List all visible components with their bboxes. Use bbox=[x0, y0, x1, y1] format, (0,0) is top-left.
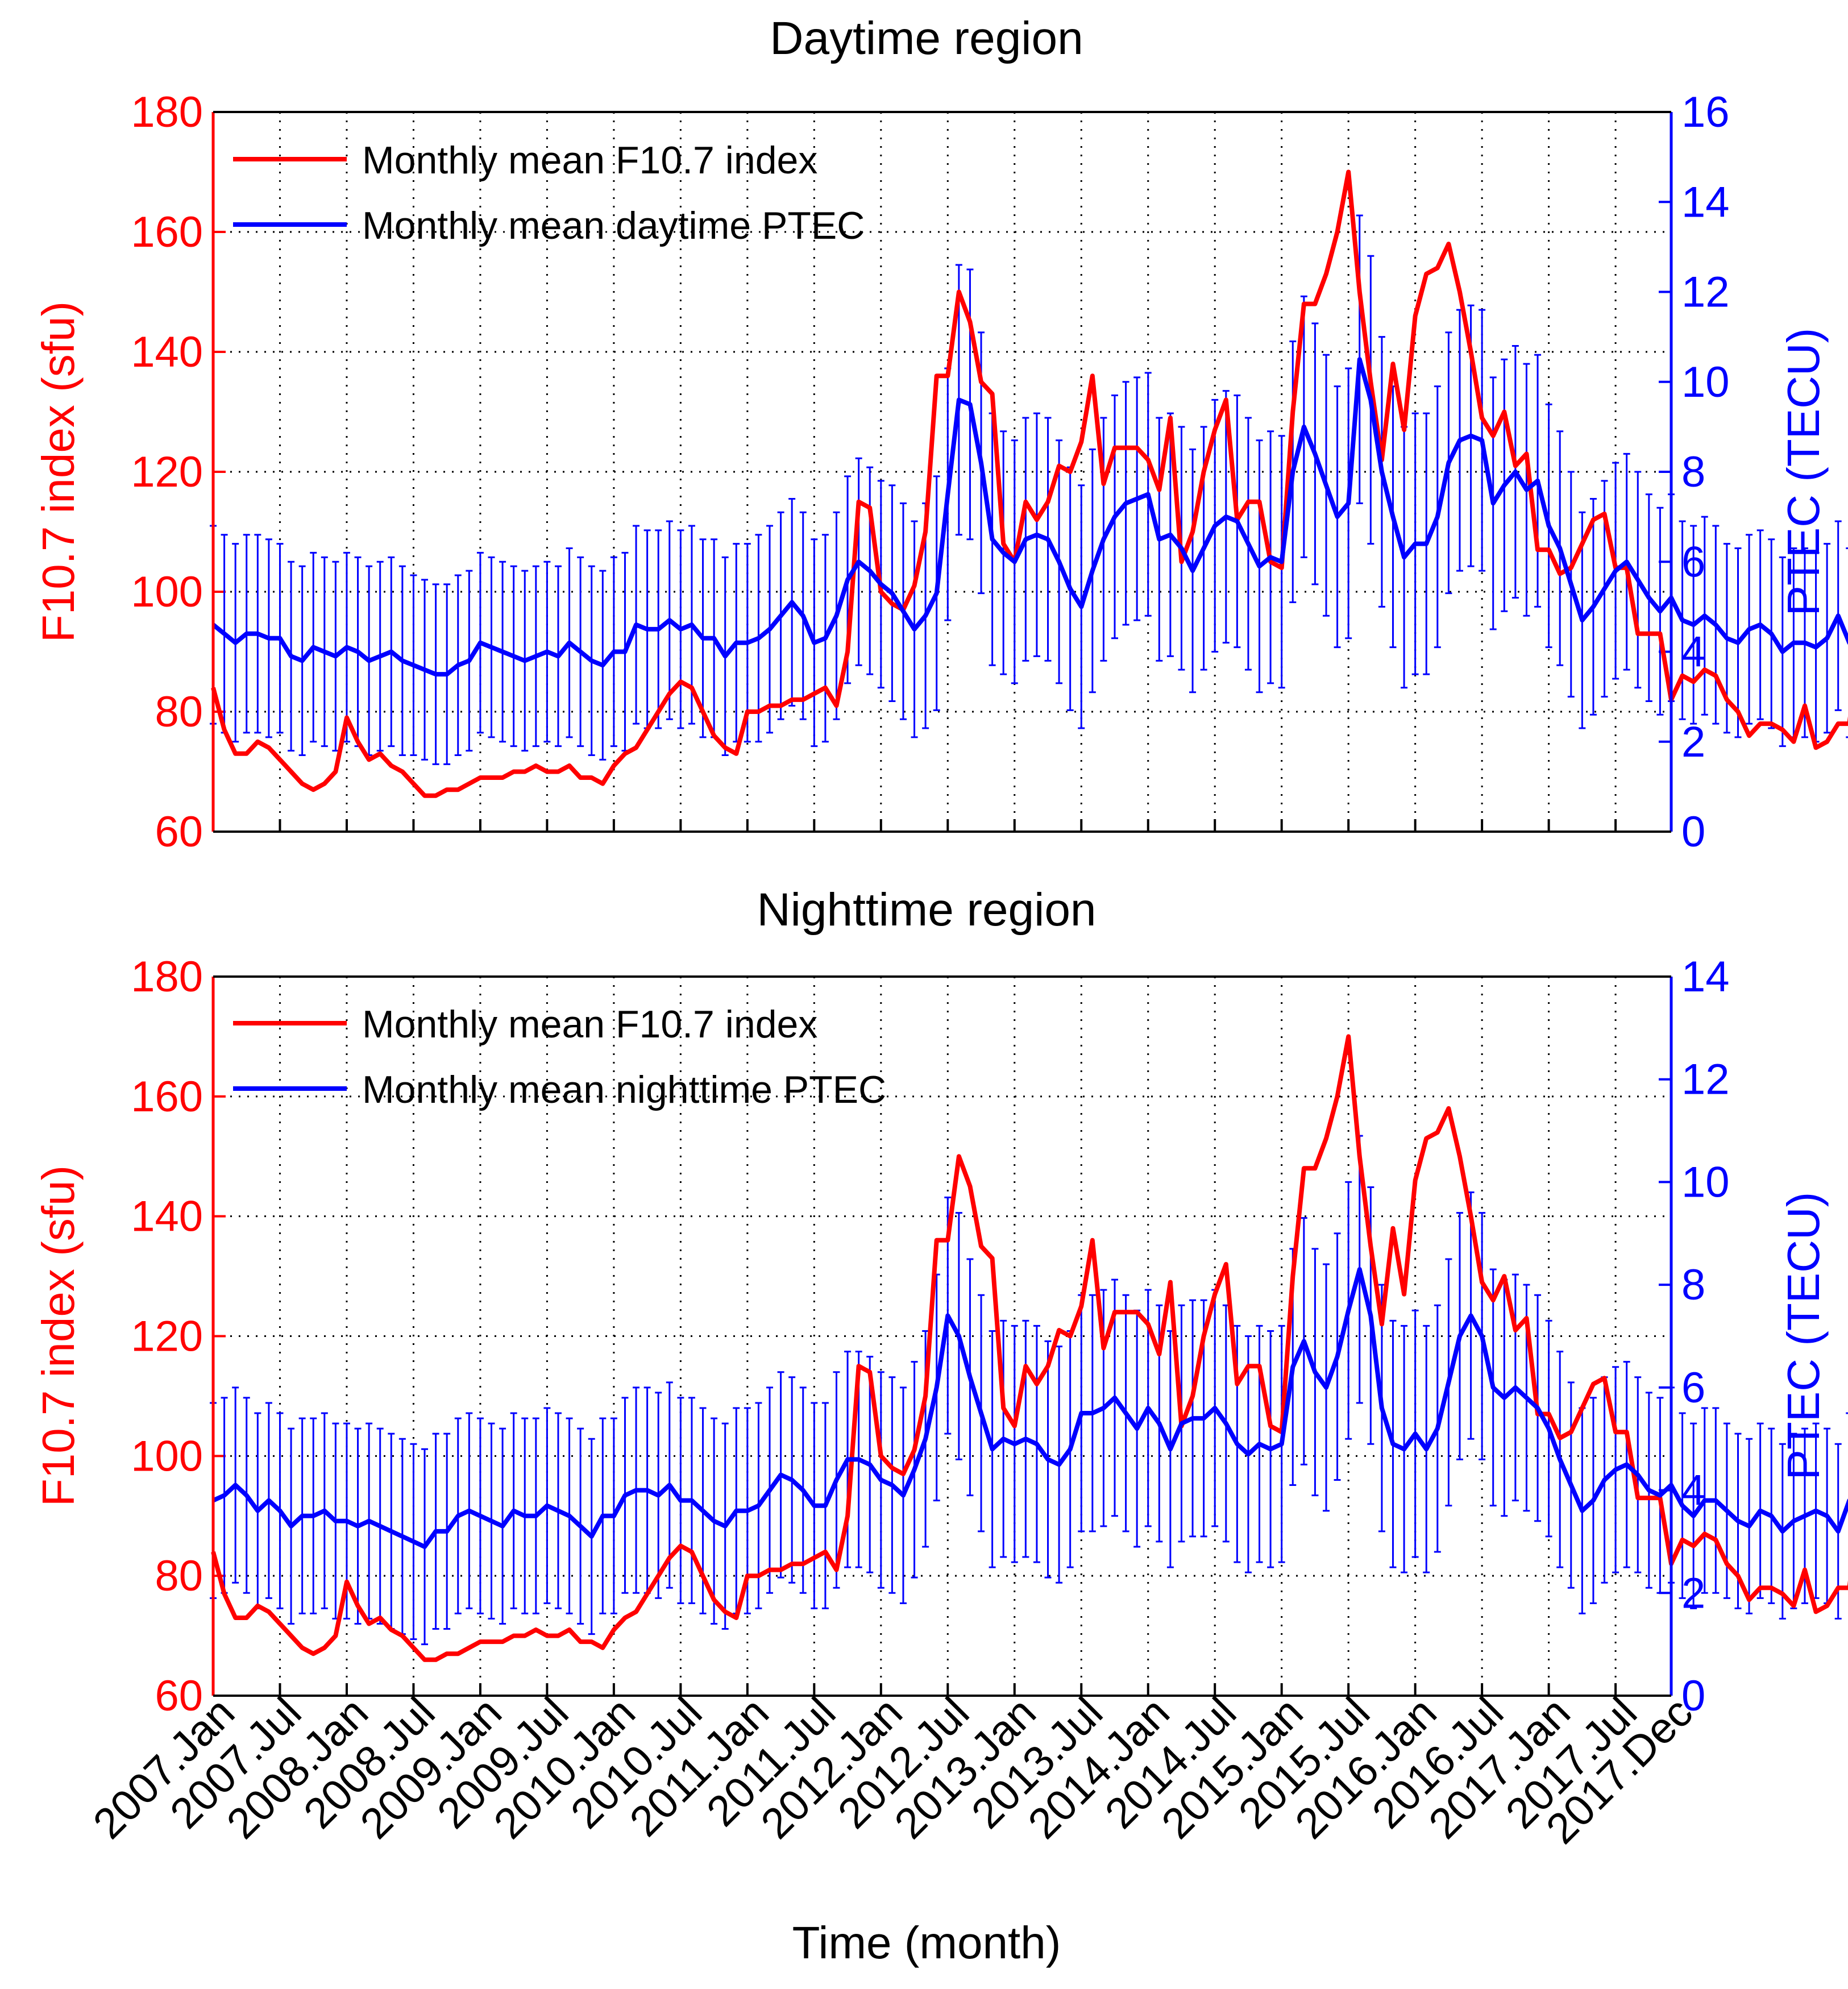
daytime-right-ylabel: PTEC (TECU) bbox=[1778, 328, 1829, 616]
daytime-left-tick-label-1: 80 bbox=[155, 688, 203, 736]
daytime-left-tick-label-0: 60 bbox=[155, 808, 203, 856]
daytime-left-tick-label-3: 120 bbox=[131, 448, 203, 496]
nighttime-left-tick-label-0: 60 bbox=[155, 1672, 203, 1720]
daytime-right-tick-label-4: 8 bbox=[1681, 448, 1705, 496]
nighttime-left-tick-label-2: 100 bbox=[131, 1432, 203, 1480]
nighttime-right-tick-label-7: 14 bbox=[1681, 953, 1730, 1001]
nighttime-right-tick-label-4: 8 bbox=[1681, 1261, 1705, 1309]
daytime-left-tick-label-5: 160 bbox=[131, 208, 203, 256]
daytime-right-tick-label-7: 14 bbox=[1681, 178, 1730, 226]
daytime-right-tick-label-5: 10 bbox=[1681, 358, 1730, 406]
daytime-left-tick-label-6: 180 bbox=[131, 88, 203, 136]
daytime-left-ticks: 60 80 100 120 140 160 180 bbox=[131, 88, 226, 856]
daytime-legend-f107-label: Monthly mean F10.7 index bbox=[362, 139, 817, 182]
daytime-f107-line bbox=[211, 169, 1848, 798]
daytime-ptec-line bbox=[211, 357, 1848, 677]
nighttime-right-ylabel: PTEC (TECU) bbox=[1778, 1192, 1829, 1480]
nighttime-right-tick-label-6: 12 bbox=[1681, 1056, 1730, 1104]
daytime-title: Daytime region bbox=[770, 13, 1083, 64]
nighttime-left-tick-label-5: 160 bbox=[131, 1073, 203, 1121]
nighttime-left-tick-label-3: 120 bbox=[131, 1313, 203, 1361]
nighttime-left-tick-label-6: 180 bbox=[131, 953, 203, 1001]
nighttime-legend: Monthly mean F10.7 index Monthly mean ni… bbox=[233, 1003, 886, 1111]
nighttime-right-tick-label-0: 0 bbox=[1681, 1672, 1705, 1720]
daytime-left-tick-label-2: 100 bbox=[131, 568, 203, 616]
daytime-left-tick-label-4: 140 bbox=[131, 328, 203, 376]
daytime-left-ylabel: F10.7 index (sfu) bbox=[33, 301, 84, 642]
daytime-legend: Monthly mean F10.7 index Monthly mean da… bbox=[233, 139, 865, 247]
nighttime-f107-line bbox=[211, 1034, 1848, 1662]
nighttime-left-tick-label-1: 80 bbox=[155, 1552, 203, 1600]
daytime-ptec-errorbar-147 bbox=[1846, 547, 1848, 738]
nighttime-title: Nighttime region bbox=[757, 884, 1096, 936]
nighttime-left-ticks: 60 80 100 120 140 160 180 bbox=[131, 953, 226, 1720]
daytime-x-ticks bbox=[212, 819, 1672, 832]
nighttime-right-tick-label-3: 6 bbox=[1681, 1364, 1705, 1412]
daytime-legend-ptec-label: Monthly mean daytime PTEC bbox=[362, 204, 865, 247]
nighttime-legend-ptec-label: Monthly mean nighttime PTEC bbox=[362, 1068, 886, 1111]
nighttime-left-tick-label-4: 140 bbox=[131, 1193, 203, 1241]
daytime-right-tick-label-6: 12 bbox=[1681, 268, 1730, 317]
nighttime-right-tick-label-5: 10 bbox=[1681, 1158, 1730, 1206]
daytime-right-tick-label-8: 16 bbox=[1681, 88, 1730, 136]
daytime-right-tick-label-1: 2 bbox=[1681, 718, 1705, 766]
nighttime-ptec-line bbox=[212, 1267, 1848, 1549]
daytime-right-tick-label-0: 0 bbox=[1681, 808, 1705, 856]
nighttime-legend-f107-label: Monthly mean F10.7 index bbox=[362, 1003, 817, 1046]
nighttime-left-ylabel: F10.7 index (sfu) bbox=[33, 1165, 84, 1506]
x-axis-label: Time (month) bbox=[792, 1917, 1061, 1968]
